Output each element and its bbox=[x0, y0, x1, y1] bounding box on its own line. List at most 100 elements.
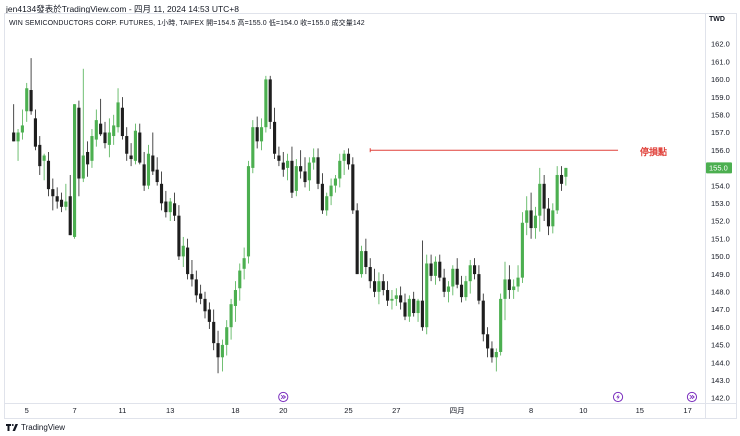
candle-down bbox=[255, 127, 259, 142]
candle-up bbox=[90, 136, 94, 161]
candle-up bbox=[425, 263, 429, 328]
candle-down bbox=[155, 169, 159, 183]
candle-down bbox=[546, 208, 551, 227]
candle-up bbox=[16, 132, 20, 142]
candle-down bbox=[386, 290, 390, 301]
price-tick-label: 153.0 bbox=[711, 199, 730, 208]
candle-up bbox=[359, 251, 364, 275]
price-tick-label: 152.0 bbox=[711, 217, 730, 226]
candle-up bbox=[333, 178, 337, 186]
candle-down bbox=[273, 121, 277, 154]
candle-up bbox=[251, 127, 255, 168]
candle-down bbox=[103, 132, 107, 144]
candle-down bbox=[420, 300, 424, 328]
candle-down bbox=[507, 279, 511, 291]
candle-down bbox=[151, 155, 155, 172]
candle-down bbox=[77, 107, 81, 179]
candle-down bbox=[442, 277, 446, 292]
footer: TradingView bbox=[6, 423, 65, 432]
candle-up bbox=[286, 160, 290, 168]
price-tick-label: 160.0 bbox=[711, 75, 730, 84]
candle-up bbox=[116, 102, 120, 128]
candle-down bbox=[559, 174, 564, 184]
candle-down bbox=[203, 298, 207, 312]
price-tick-label: 144.0 bbox=[711, 358, 730, 367]
candle-up bbox=[342, 153, 346, 161]
candle-down bbox=[303, 171, 307, 183]
candle-up bbox=[168, 201, 172, 213]
candle-up bbox=[325, 196, 329, 211]
candle-up bbox=[338, 160, 342, 179]
candle-down bbox=[164, 201, 168, 213]
stop-loss-label[interactable]: 停損點 bbox=[640, 147, 668, 157]
price-tick-label: 150.0 bbox=[711, 252, 730, 261]
candle-up bbox=[42, 155, 46, 161]
time-tick-label: 17 bbox=[683, 406, 691, 415]
candle-up bbox=[73, 104, 77, 237]
candle-down bbox=[473, 265, 477, 275]
candle-up bbox=[312, 157, 316, 163]
price-tick-label: 147.0 bbox=[711, 305, 730, 314]
candle-up bbox=[307, 162, 311, 181]
candle-down bbox=[455, 268, 459, 285]
currency-label[interactable]: TWD bbox=[709, 16, 725, 23]
tradingview-logo-icon bbox=[6, 424, 18, 431]
candle-up bbox=[294, 166, 298, 191]
candle-down bbox=[190, 274, 194, 280]
candle-up bbox=[533, 215, 537, 229]
last-price-tag bbox=[706, 162, 732, 174]
candle-down bbox=[438, 261, 442, 278]
forward-glyph bbox=[689, 394, 695, 400]
price-tick-label: 142.0 bbox=[711, 394, 730, 403]
candle-down bbox=[490, 348, 494, 358]
time-tick-label: 8 bbox=[529, 406, 533, 415]
candle-down bbox=[38, 144, 42, 167]
candle-down bbox=[459, 284, 464, 298]
candle-down bbox=[86, 151, 90, 165]
candle-down bbox=[373, 281, 377, 292]
price-tick-label: 145.0 bbox=[711, 341, 730, 350]
candle-down bbox=[381, 281, 385, 291]
candle-down bbox=[412, 298, 416, 314]
price-tick-label: 162.0 bbox=[711, 40, 730, 49]
time-tick-label: 7 bbox=[72, 406, 76, 415]
price-tick-label: 151.0 bbox=[711, 234, 730, 243]
candle-down bbox=[159, 183, 164, 204]
time-tick-label: 10 bbox=[579, 406, 587, 415]
candle-down bbox=[33, 118, 37, 147]
candle-down bbox=[177, 215, 181, 257]
symbol-ohlc-legend[interactable]: WIN SEMICONDUCTORS CORP. FUTURES, 1小時, T… bbox=[9, 20, 365, 27]
price-tick-label: 149.0 bbox=[711, 270, 730, 279]
candle-down bbox=[199, 293, 203, 299]
candle-up bbox=[538, 183, 542, 216]
price-tick-label: 154.0 bbox=[711, 181, 730, 190]
candle-down bbox=[268, 79, 272, 122]
candle-up bbox=[220, 344, 224, 358]
candle-up bbox=[377, 281, 381, 292]
price-tick-label: 143.0 bbox=[711, 376, 730, 385]
candle-down bbox=[212, 321, 216, 344]
candle-down bbox=[316, 157, 320, 184]
candle-down bbox=[399, 295, 403, 303]
candle-down bbox=[320, 183, 324, 211]
candle-up bbox=[394, 295, 398, 299]
candle-up bbox=[525, 210, 529, 223]
price-tick-label: 146.0 bbox=[711, 323, 730, 332]
time-tick-label: 25 bbox=[344, 406, 352, 415]
candle-up bbox=[468, 265, 472, 282]
candle-down bbox=[290, 160, 294, 193]
candle-down bbox=[120, 107, 124, 137]
time-tick-label: 四月 bbox=[450, 406, 465, 415]
candle-up bbox=[551, 210, 555, 227]
candle-up bbox=[20, 125, 24, 133]
candle-up bbox=[133, 130, 137, 161]
candle-up bbox=[233, 290, 237, 306]
candle-down bbox=[216, 343, 220, 358]
candle-up bbox=[512, 286, 516, 291]
candle-down bbox=[186, 247, 190, 275]
candle-down bbox=[46, 160, 51, 190]
time-tick-label: 27 bbox=[392, 406, 400, 415]
candle-up bbox=[181, 245, 185, 257]
candle-up bbox=[446, 286, 451, 292]
